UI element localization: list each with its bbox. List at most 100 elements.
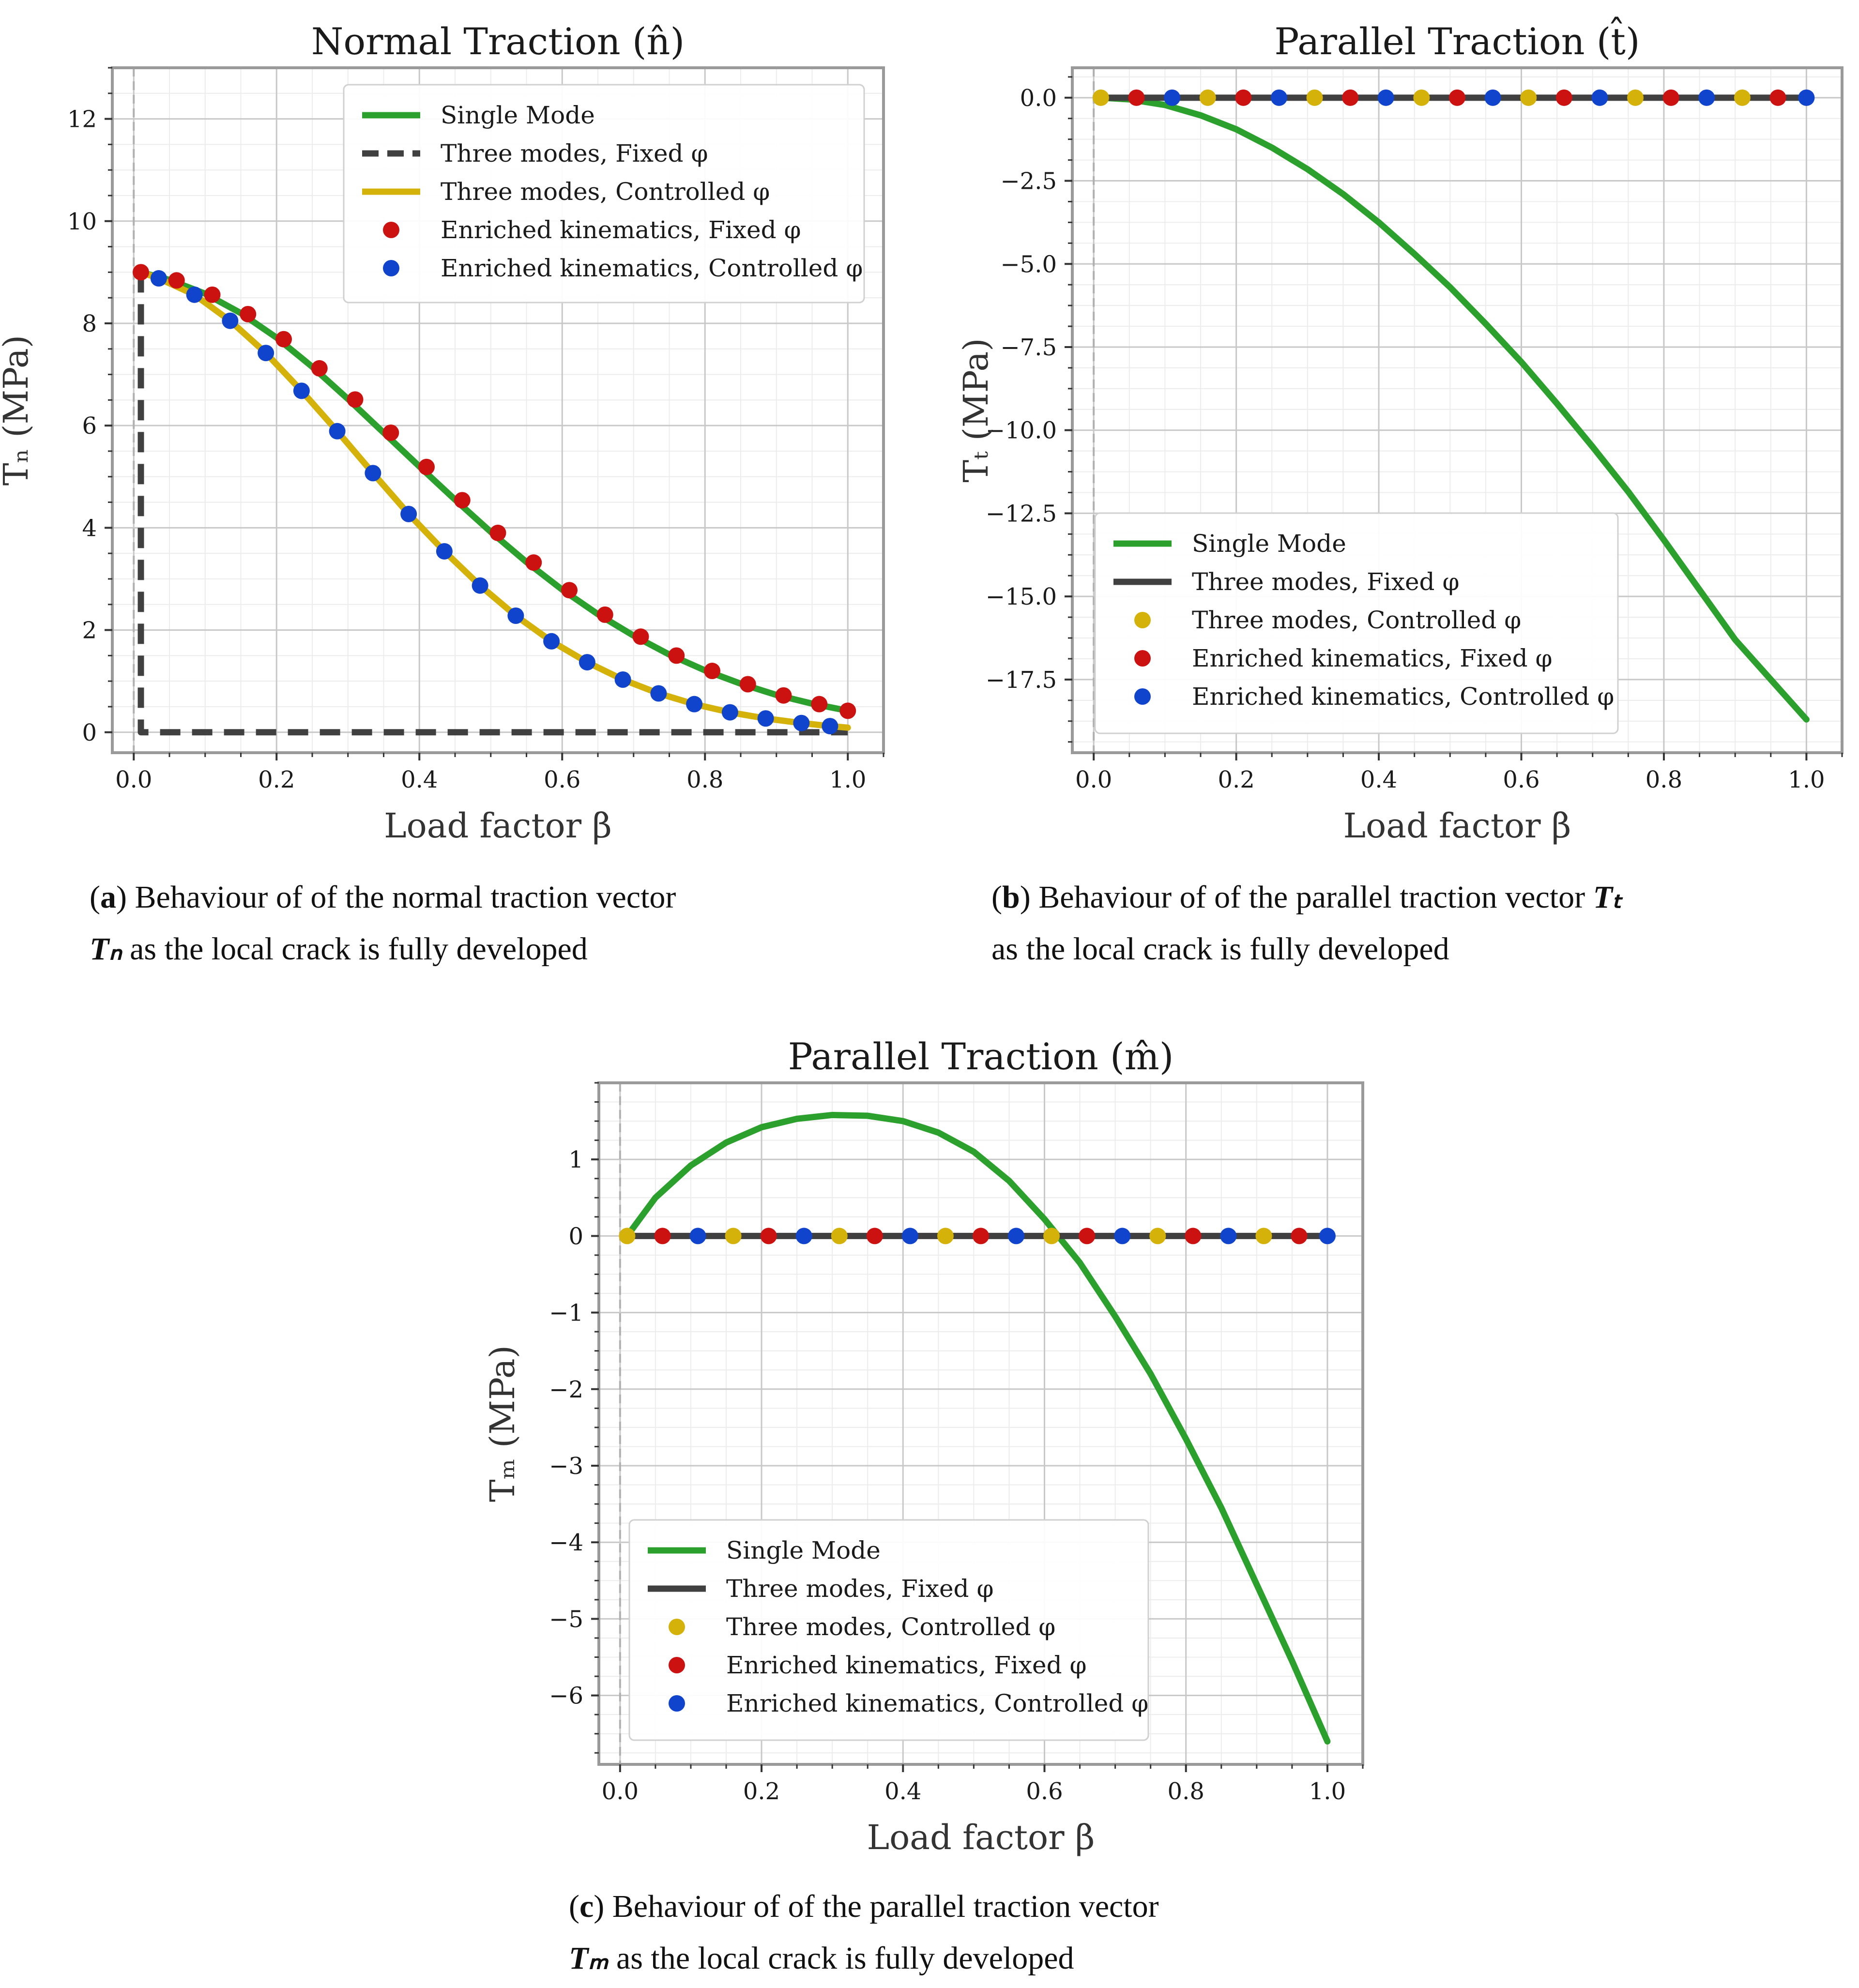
panel-c-point-three-modes-controlled [619, 1228, 636, 1244]
panel-c-y-tick-label: −4 [549, 1529, 583, 1556]
panel-a-point-enriched-kinematics-fixed [596, 606, 613, 623]
panel-c-point-three-modes-controlled [725, 1228, 742, 1244]
panel-c-y-tick-label: −1 [549, 1300, 583, 1327]
panel-b-y-tick-label: −10.0 [986, 417, 1057, 444]
panel-b-y-axis-label: Tₜ (MPa) [956, 338, 996, 482]
panel-a-legend-label: Three modes, Fixed φ [441, 139, 708, 167]
caption-b-tag: b [1002, 880, 1020, 915]
panel-a-x-tick-label: 1.0 [829, 766, 866, 793]
panel-c-y-tick-label: 1 [568, 1146, 583, 1173]
caption-c-line1: Behaviour of of the parallel traction ve… [604, 1889, 1158, 1924]
panel-c-legend-label: Enriched kinematics, Controlled φ [726, 1689, 1148, 1717]
panel-a-legend: Single Mode Three modes, Fixed φ Three mod… [343, 84, 865, 304]
panel-a-y-tick-label: 0 [82, 719, 97, 746]
panel-b-point-enriched-kinematics-fixed [1449, 89, 1465, 106]
panel-c-title: Parallel Traction (m̂) [788, 1035, 1174, 1078]
panel-b-point-enriched-kinematics-fixed [1342, 89, 1359, 106]
svg-text:Tₙ as the local crack is fully: Tₙ as the local crack is fully developed [90, 931, 588, 967]
caption-a-line2: as the local crack is fully developed [122, 931, 588, 967]
panel-c-point-enriched-kinematics-fixed [760, 1228, 777, 1244]
svg-text:(a) Behaviour of of the normal: (a) Behaviour of of the normal traction … [90, 880, 676, 915]
panel-c-point-enriched-kinematics-fixed [866, 1228, 883, 1244]
panel-b-ticks: 0.0 0.2 0.4 0.6 0.8 1.0 0.0 −2.5 −5.0 −7.5 −10.0 −1… [986, 76, 1843, 793]
panel-a-point-enriched-kinematics-controlled [686, 696, 703, 713]
panel-a-y-tick-label: 8 [82, 310, 97, 337]
caption-b-symbol: Tₜ [1593, 880, 1623, 915]
panel-c-point-enriched-kinematics-controlled [689, 1228, 706, 1244]
panel-a-point-enriched-kinematics-fixed [525, 554, 542, 571]
panel-c-y-tick-label: −2 [549, 1376, 583, 1403]
panel-b-x-tick-label: 0.6 [1503, 766, 1539, 793]
caption-a: (a) Behaviour of of the normal traction … [90, 880, 676, 967]
panel-a-point-enriched-kinematics-fixed [668, 647, 685, 664]
panel-c-legend-box [628, 1519, 1149, 1741]
panel-a-series-line-three-modes-controlled [137, 269, 851, 731]
panel-b-legend-swatch-enriched-kinematics-controlled [1134, 688, 1151, 705]
panel-a-point-enriched-kinematics-fixed [347, 391, 364, 408]
panel-c-x-tick-label: 0.2 [743, 1778, 780, 1805]
panel-b-point-enriched-kinematics-fixed [1235, 89, 1252, 106]
panel-c-legend-label: Enriched kinematics, Fixed φ [726, 1651, 1087, 1679]
panel-b-point-three-modes-controlled [1627, 89, 1644, 106]
panel-c-x-tick-label: 0.8 [1168, 1778, 1204, 1805]
panel-c-y-axis-label: Tₘ (MPa) [483, 1345, 522, 1502]
panel-a-x-tick-label: 0.2 [258, 766, 295, 793]
panel-a-point-enriched-kinematics-controlled [721, 704, 738, 721]
panel-c-x-tick-label: 0.6 [1026, 1778, 1063, 1805]
panel-b-legend-label: Enriched kinematics, Fixed φ [1192, 644, 1553, 672]
panel-c-y-tick-label: −6 [549, 1683, 583, 1710]
panel-b-legend-swatch-enriched-kinematics-fixed [1134, 650, 1151, 667]
caption-a-tag: a [100, 880, 116, 915]
panel-b-series-line-single-mode [1097, 94, 1810, 723]
panel-a-point-enriched-kinematics-fixed [204, 286, 221, 303]
panel-a-legend-box [343, 84, 865, 304]
panel-b-legend-label: Three modes, Controlled φ [1192, 606, 1521, 634]
panel-a-point-enriched-kinematics-fixed [382, 424, 399, 441]
svg-text:(c) Behaviour of of the parall: (c) Behaviour of of the parallel tractio… [569, 1889, 1159, 1924]
panel-a-point-enriched-kinematics-fixed [839, 702, 856, 719]
panel-c-y-tick-label: 0 [568, 1223, 583, 1250]
panel-c-legend: Single Mode Three modes, Fixed φ Three mod… [628, 1519, 1149, 1741]
panel-c-point-three-modes-controlled [937, 1228, 954, 1244]
panel-c-legend-label: Single Mode [726, 1536, 881, 1564]
panel-b-series [1092, 89, 1815, 723]
panel-a-point-enriched-kinematics-fixed [311, 360, 328, 377]
panel-c-series [619, 1111, 1336, 1745]
panel-a-point-enriched-kinematics-fixed [240, 305, 257, 322]
panel-b-point-enriched-kinematics-fixed [1769, 89, 1786, 106]
panel-c-legend-label: Three modes, Controlled φ [726, 1613, 1055, 1641]
panel-b-x-tick-label: 0.0 [1075, 766, 1112, 793]
panel-b-x-tick-label: 0.2 [1218, 766, 1254, 793]
caption-b-line1: Behaviour of of the parallel traction ve… [1031, 880, 1585, 915]
panel-a-series [133, 264, 856, 736]
panel-a-ticks: 0.0 0.2 0.4 0.6 0.8 1.0 0 2 4 6 8 10 12 [67, 67, 884, 793]
panel-b-x-tick-label: 0.8 [1646, 766, 1682, 793]
caption-c-symbol: Tₘ [569, 1941, 609, 1976]
panel-b-point-enriched-kinematics-controlled [1698, 89, 1715, 106]
panel-c-x-tick-label: 1.0 [1309, 1778, 1346, 1805]
panel-b-point-enriched-kinematics-controlled [1164, 89, 1181, 106]
panel-a-normal-traction: 0.0 0.2 0.4 0.6 0.8 1.0 0 2 4 6 8 10 12 Normal Tract… [0, 20, 885, 846]
panel-c-point-three-modes-controlled [831, 1228, 848, 1244]
panel-c-x-axis-label: Load factor β [867, 1818, 1095, 1857]
panel-b-y-tick-label: −5.0 [1000, 251, 1057, 278]
panel-a-point-enriched-kinematics-fixed [418, 458, 435, 475]
svg-text:(b) Behaviour of of the parall: (b) Behaviour of of the parallel tractio… [991, 880, 1623, 915]
caption-b-line2: as the local crack is fully developed [991, 931, 1449, 967]
panel-a-point-enriched-kinematics-controlled [150, 270, 167, 287]
panel-b-parallel-traction-t: 0.0 0.2 0.4 0.6 0.8 1.0 0.0 −2.5 −5.0 −7.5 −10.0 −1… [956, 17, 1844, 846]
panel-c-y-tick-label: −5 [549, 1606, 583, 1633]
panel-c-parallel-traction-m: 0.0 0.2 0.4 0.6 0.8 1.0 1 0 −1 −2 −3 −4 −5 −6 Paralle… [483, 1035, 1364, 1857]
panel-c-point-enriched-kinematics-controlled [901, 1228, 918, 1244]
panel-c-point-three-modes-controlled [1149, 1228, 1166, 1244]
panel-a-point-enriched-kinematics-controlled [258, 345, 274, 362]
panel-c-point-enriched-kinematics-fixed [973, 1228, 989, 1244]
panel-a-legend-swatch-enriched-kinematics-fixed [383, 222, 399, 238]
panel-c-point-enriched-kinematics-controlled [1114, 1228, 1131, 1244]
panel-a-point-enriched-kinematics-controlled [329, 423, 346, 440]
panel-a-point-enriched-kinematics-fixed [775, 687, 792, 704]
panel-a-point-enriched-kinematics-controlled [650, 685, 667, 702]
panel-a-point-enriched-kinematics-fixed [632, 628, 649, 645]
panel-b-legend: Single Mode Three modes, Fixed φ Three mod… [1094, 512, 1619, 734]
